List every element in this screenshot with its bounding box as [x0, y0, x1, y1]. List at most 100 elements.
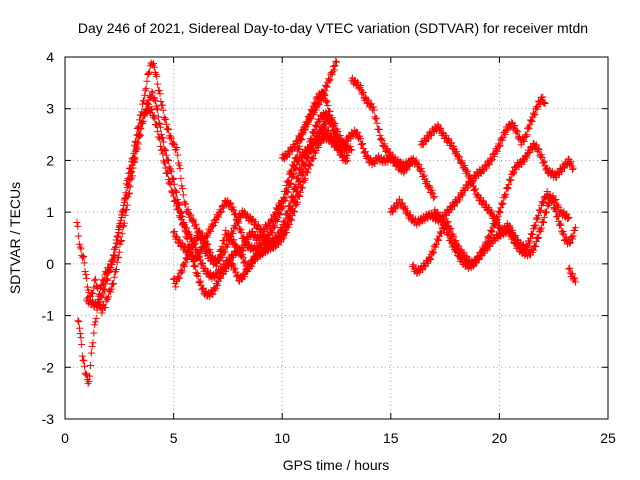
data-point: [296, 188, 304, 196]
data-point: [179, 184, 187, 192]
data-point: [167, 181, 175, 189]
data-point: [164, 125, 172, 133]
data-point: [233, 272, 241, 280]
data-point: [164, 156, 172, 164]
data-point: [148, 105, 156, 113]
data-point: [537, 224, 545, 232]
data-point: [571, 274, 579, 282]
data-point: [511, 232, 519, 240]
data-point: [567, 158, 575, 166]
data-point: [214, 281, 222, 289]
data-point: [299, 129, 307, 137]
data-point: [435, 237, 443, 245]
data-point: [563, 161, 571, 169]
data-point: [104, 293, 112, 301]
data-point: [415, 218, 423, 226]
data-point: [127, 175, 135, 183]
data-point: [235, 276, 243, 284]
data-point: [226, 237, 234, 245]
data-point: [482, 164, 490, 172]
data-point: [115, 253, 123, 261]
data-point: [174, 273, 182, 281]
data-point: [549, 192, 557, 200]
data-point: [322, 98, 330, 106]
data-point: [383, 144, 391, 152]
data-point: [342, 158, 350, 166]
data-point: [498, 199, 506, 207]
data-point: [569, 235, 577, 243]
data-point: [77, 245, 85, 253]
data-point: [510, 123, 518, 131]
data-point: [306, 162, 314, 170]
data-point: [543, 188, 551, 196]
data-point: [77, 334, 85, 342]
series-track-11: [430, 188, 579, 273]
data-point: [527, 230, 535, 238]
data-point: [226, 199, 234, 207]
y-tick-label: -1: [42, 308, 55, 324]
data-point: [542, 208, 550, 216]
data-point: [149, 89, 157, 97]
data-point: [119, 207, 127, 215]
data-point: [293, 198, 301, 206]
data-point: [472, 185, 480, 193]
data-point: [120, 198, 128, 206]
data-point: [103, 294, 111, 302]
data-point: [231, 264, 239, 272]
data-point: [288, 171, 296, 179]
series-track-10: [409, 139, 577, 277]
data-point: [452, 245, 460, 253]
data-point: [182, 200, 190, 208]
data-point: [479, 197, 487, 205]
data-point: [292, 199, 300, 207]
data-point: [251, 230, 259, 238]
data-point: [487, 227, 495, 235]
data-point: [375, 125, 383, 133]
data-point: [172, 197, 180, 205]
data-point: [529, 246, 537, 254]
data-point: [496, 141, 504, 149]
data-point: [493, 146, 501, 154]
data-point: [262, 237, 270, 245]
data-point: [460, 249, 468, 257]
data-point: [488, 239, 496, 247]
data-point: [528, 118, 536, 126]
data-point: [331, 120, 339, 128]
data-point: [218, 253, 226, 261]
data-point: [144, 99, 152, 107]
data-point: [378, 136, 386, 144]
data-point: [541, 100, 549, 108]
data-point: [120, 205, 128, 213]
data-point: [107, 264, 115, 272]
data-point: [93, 302, 101, 310]
data-point: [470, 187, 478, 195]
data-point: [324, 102, 332, 110]
data-point: [427, 256, 435, 264]
data-point: [558, 168, 566, 176]
y-tick-label: 2: [46, 152, 54, 168]
data-point: [270, 224, 278, 232]
data-point: [539, 93, 547, 101]
data-point: [75, 318, 83, 326]
data-point: [498, 136, 506, 144]
data-point: [448, 206, 456, 214]
data-point: [564, 214, 572, 222]
data-point: [571, 278, 579, 286]
data-point: [534, 145, 542, 153]
data-point: [261, 248, 269, 256]
data-point: [79, 252, 87, 260]
data-point: [165, 126, 173, 134]
data-point: [289, 173, 297, 181]
data-point: [80, 357, 88, 365]
data-point: [158, 101, 166, 109]
data-point: [136, 124, 144, 132]
data-point: [418, 217, 426, 225]
data-point: [125, 181, 133, 189]
data-point: [74, 222, 82, 230]
data-point: [499, 230, 507, 238]
data-point: [76, 243, 84, 251]
data-point: [221, 248, 229, 256]
data-point: [527, 117, 535, 125]
data-point: [293, 139, 301, 147]
